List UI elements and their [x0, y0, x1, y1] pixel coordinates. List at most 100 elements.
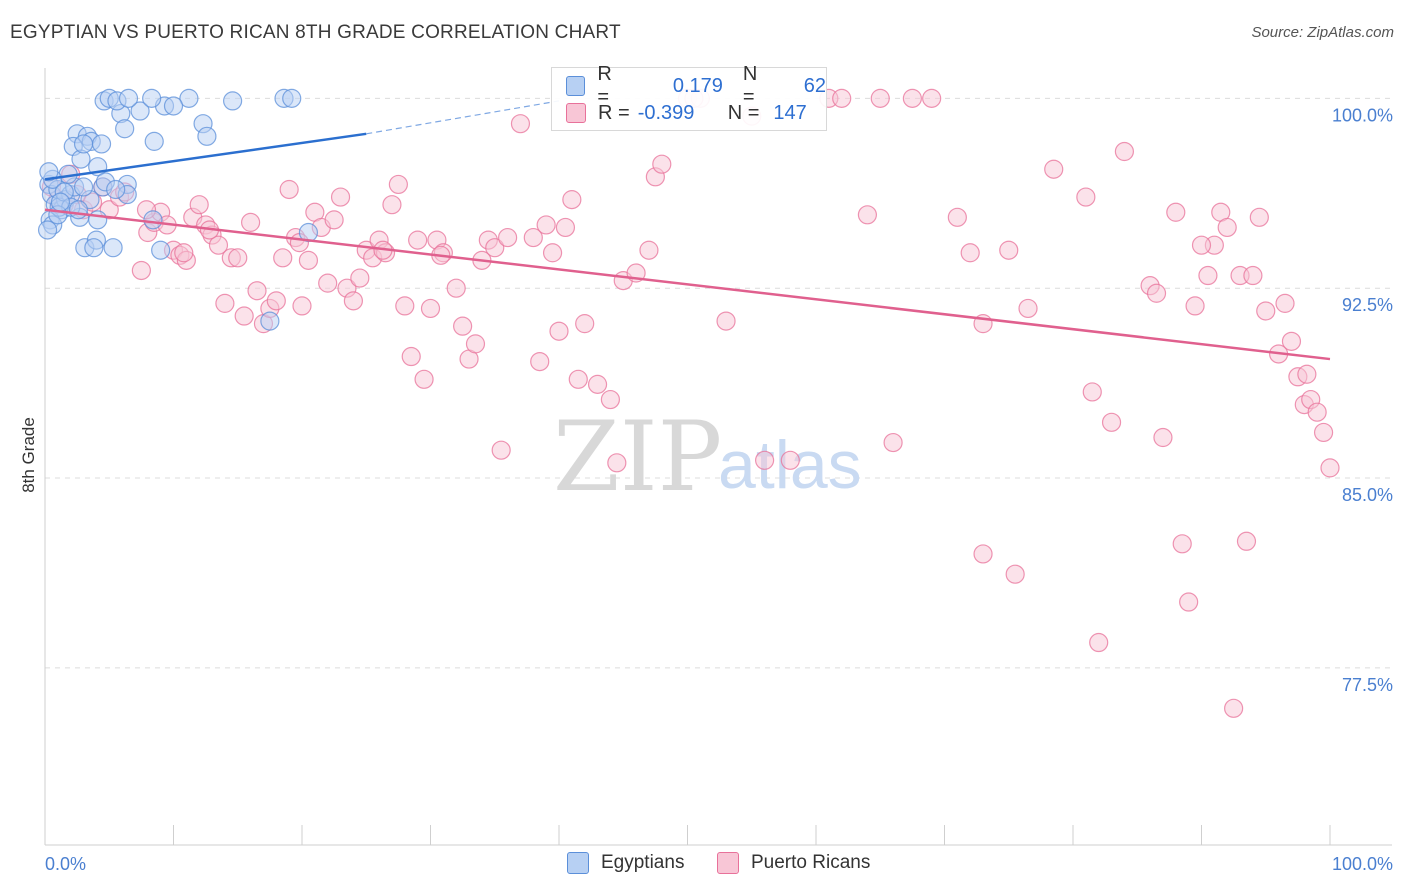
puerto-rican-point: [523, 227, 543, 248]
puerto-rican-point: [857, 205, 878, 225]
stats-legend: R = 0.179 N = 62 R = -0.399 N = 147: [551, 63, 827, 131]
puerto-rican-point: [1243, 265, 1263, 286]
egyptian-point: [106, 179, 126, 200]
puerto-rican-point: [292, 296, 312, 316]
puerto-rican-point: [639, 240, 659, 260]
puerto-rican-point: [960, 243, 980, 263]
legend-r-label: R =: [598, 101, 630, 124]
puerto-rican-point: [318, 273, 338, 293]
egyptian-trend-extension: [366, 100, 560, 135]
puerto-rican-point: [266, 291, 286, 311]
watermark-zip: ZIP: [553, 401, 722, 513]
trend-lines: [44, 100, 1331, 361]
puerto-rican-point: [1297, 364, 1317, 384]
puerto-rican-point: [408, 230, 428, 250]
puerto-rican-point: [652, 154, 672, 174]
egyptian-point: [130, 101, 150, 121]
puerto-rican-point: [510, 114, 531, 134]
puerto-rican-point: [1018, 298, 1038, 319]
legend-r-value: 0.179: [672, 74, 723, 97]
puerto-rican-point: [1076, 187, 1096, 207]
y-tick-label: 77.5%: [1342, 675, 1393, 695]
puerto-rican-point: [343, 291, 363, 311]
legend-swatch-egyptians: [566, 76, 586, 96]
puerto-rican-point: [1320, 458, 1340, 478]
egyptian-point: [197, 126, 217, 146]
puerto-rican-point: [1146, 283, 1167, 303]
puerto-rican-point: [498, 227, 518, 248]
puerto-rican-point: [324, 210, 344, 230]
puerto-rican-point: [1153, 427, 1173, 448]
chart-source: Source: ZipAtlas.com: [1251, 24, 1394, 41]
puerto-rican-point: [208, 235, 229, 255]
egyptian-point: [179, 88, 199, 108]
bottom-legend-swatch-egyptians: [567, 852, 589, 874]
puerto-rican-point: [1249, 207, 1269, 227]
legend-n-value: 62: [803, 74, 826, 97]
puerto-rican-point: [575, 314, 595, 334]
puerto-rican-point: [485, 238, 505, 258]
puerto-rican-point: [189, 195, 209, 215]
puerto-rican-point: [536, 215, 556, 235]
egyptian-point: [144, 131, 164, 151]
egyptian-point: [37, 220, 58, 240]
egyptian-point: [91, 134, 112, 154]
puerto-rican-point: [587, 374, 608, 394]
bottom-legend-puerto-ricans: Puerto Ricans: [717, 852, 870, 874]
grid-lines: [45, 97, 1392, 669]
bottom-legend-egyptians: Egyptians: [567, 852, 684, 874]
puerto-rican-point: [555, 217, 576, 238]
puerto-rican-point: [1224, 698, 1244, 718]
puerto-rican-point: [395, 296, 415, 316]
puerto-rican-point: [1198, 265, 1218, 286]
egyptian-point: [143, 210, 163, 230]
egyptian-point: [151, 240, 171, 260]
puerto-rican-point: [1191, 235, 1212, 255]
puerto-rican-point: [922, 88, 942, 108]
puerto-rican-point: [542, 243, 563, 263]
puerto-rican-point: [1236, 531, 1257, 551]
chart-title: EGYPTIAN VS PUERTO RICAN 8TH GRADE CORRE…: [10, 22, 621, 43]
legend-r-value: -0.399: [637, 101, 695, 124]
puerto-rican-point: [228, 248, 248, 268]
tick-labels: 100.0% 92.5% 85.0% 77.5% 0.0% 100.0%: [45, 105, 1393, 874]
puerto-rican-point: [947, 207, 967, 227]
legend-n-label: N =: [742, 63, 758, 108]
puerto-rican-point: [131, 260, 151, 281]
puerto-rican-point: [446, 278, 466, 298]
bottom-legend-label-egyptians: Egyptians: [601, 852, 685, 873]
puerto-rican-point: [999, 240, 1019, 260]
egyptian-point: [84, 238, 104, 258]
y-tick-label: 100.0%: [1332, 105, 1393, 125]
puerto-rican-point: [1172, 534, 1192, 554]
egyptian-point: [103, 238, 123, 258]
egyptian-point: [39, 162, 59, 182]
egyptian-point: [73, 134, 94, 154]
puerto-rican-point: [1082, 382, 1102, 402]
puerto-rican-point: [401, 346, 421, 367]
puerto-rican-point: [568, 369, 588, 389]
puerto-rican-point: [414, 369, 434, 389]
puerto-rican-point: [1179, 592, 1199, 612]
puerto-rican-point: [902, 88, 922, 108]
puerto-rican-point: [350, 268, 370, 288]
puerto-rican-point: [1166, 202, 1186, 222]
egyptian-point: [68, 200, 89, 220]
puerto-rican-point: [607, 453, 627, 473]
bottom-legend-label-puerto-ricans: Puerto Ricans: [751, 852, 871, 873]
puerto-rican-point: [247, 281, 267, 301]
egyptian-point: [50, 192, 71, 212]
puerto-rican-point: [279, 179, 299, 200]
puerto-rican-trend-line: [44, 208, 1331, 361]
puerto-rican-point: [215, 293, 235, 313]
puerto-rican-point: [1281, 331, 1302, 351]
egyptian-point: [115, 119, 135, 139]
egyptian-point: [73, 177, 94, 197]
puerto-rican-point: [298, 250, 319, 270]
axes: [44, 68, 1392, 846]
x-tick-label: 0.0%: [45, 854, 86, 874]
puerto-rican-point: [491, 440, 511, 460]
puerto-rican-point: [549, 321, 569, 341]
puerto-rican-point: [1089, 632, 1109, 653]
legend-row-egyptians: R = 0.179 N = 62: [566, 63, 826, 108]
